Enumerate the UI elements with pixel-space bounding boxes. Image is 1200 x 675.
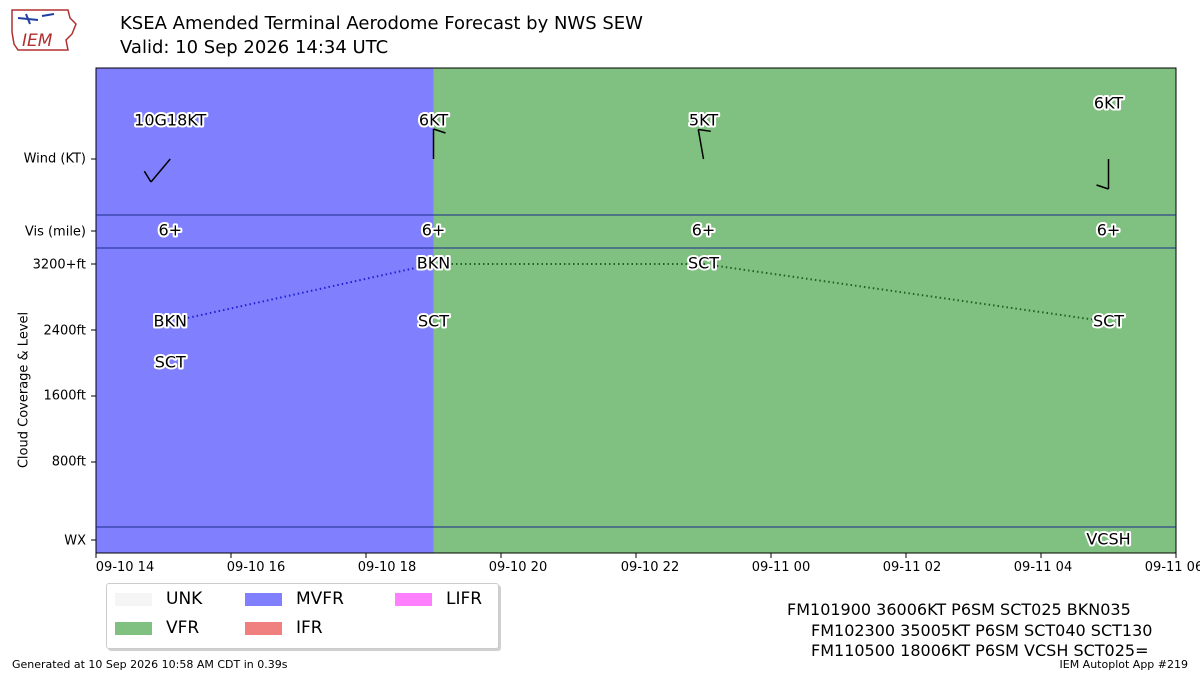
flight-category-band <box>96 68 434 553</box>
generated-note: Generated at 10 Sep 2026 10:58 AM CDT in… <box>12 658 288 671</box>
x-tick-label: 09-10 22 <box>620 560 680 575</box>
wind-label: 6KT <box>419 111 448 130</box>
flight-category-band <box>433 68 1176 553</box>
wind-label: 10G18KT <box>134 111 206 130</box>
legend-label: IFR <box>296 618 323 638</box>
chart-subtitle: Valid: 10 Sep 2026 14:34 UTC <box>120 37 389 58</box>
legend-swatch <box>395 592 432 606</box>
legend-label: VFR <box>166 618 200 638</box>
legend: UNK VFR MVFR IFR LIFR <box>106 583 499 649</box>
cloud-label: BKN <box>417 254 450 273</box>
wind-barb-feather <box>143 170 152 183</box>
cloud-tick-3200: 3200+ft <box>32 257 86 273</box>
x-tick-label: 09-10 18 <box>357 560 417 575</box>
logo-text: IEM <box>22 31 53 51</box>
cloud-label: SCT <box>688 254 719 273</box>
x-tick-label: 09-10 14 <box>95 560 155 575</box>
legend-swatch <box>115 621 152 635</box>
wind-barb-feather <box>1096 184 1109 190</box>
cloud-tick-800: 800ft <box>51 454 86 470</box>
cloud-tick-1600: 1600ft <box>43 388 86 404</box>
legend-swatch <box>245 592 282 606</box>
raw-taf-line: FM102300 35005KT P6SM SCT040 SCT130 <box>811 621 1153 640</box>
cloud-tick-2400: 2400ft <box>43 323 86 339</box>
legend-label: MVFR <box>296 589 344 609</box>
x-tick-label: 09-11 04 <box>1013 560 1073 575</box>
chart-title: KSEA Amended Terminal Aerodome Forecast … <box>120 13 643 34</box>
raw-taf-line: FM101900 36006KT P6SM SCT025 BKN035 <box>787 600 1131 619</box>
wind-barb <box>697 129 705 160</box>
x-tick-label: 09-11 06 <box>1144 560 1200 575</box>
wind-label: 5KT <box>689 111 718 130</box>
legend-label: UNK <box>166 589 203 609</box>
legend-swatch <box>245 621 282 635</box>
legend-item-lifr: LIFR <box>395 589 482 609</box>
legend-item-ifr: IFR <box>245 618 323 638</box>
legend-item-vfr: VFR <box>115 618 199 638</box>
raw-taf-line: FM110500 18006KT P6SM VCSH SCT025= <box>811 641 1149 660</box>
wx-axis-label: WX <box>64 533 86 549</box>
x-tick-label: 09-11 02 <box>882 560 942 575</box>
ceiling-line <box>433 263 1109 323</box>
x-tick-label: 09-11 00 <box>751 560 811 575</box>
wind-barb <box>150 158 171 183</box>
vis-label: 6+ <box>1097 221 1121 240</box>
legend-item-unk: UNK <box>115 589 202 609</box>
cloud-label: SCT <box>155 353 186 372</box>
wx-label: VCSH <box>1086 530 1130 549</box>
vis-label: 6+ <box>422 221 446 240</box>
iowa-map-icon: IEM <box>11 9 77 51</box>
vis-axis-label: Vis (mile) <box>24 224 86 240</box>
vis-label: 6+ <box>692 221 716 240</box>
iem-logo: IEM <box>8 4 78 58</box>
legend-swatch <box>115 592 152 606</box>
vis-label: 6+ <box>158 221 182 240</box>
wind-axis-label: Wind (KT) <box>23 151 86 167</box>
cloud-label: BKN <box>154 311 187 330</box>
x-tick-label: 09-10 16 <box>226 560 286 575</box>
legend-item-mvfr: MVFR <box>245 589 344 609</box>
cloud-label: SCT <box>1093 311 1124 330</box>
wind-label: 6KT <box>1094 94 1123 113</box>
x-tick-label: 09-10 20 <box>488 560 548 575</box>
cloud-axis-label: Cloud Coverage & Level <box>16 311 32 469</box>
cloud-label: SCT <box>418 311 449 330</box>
legend-label: LIFR <box>446 589 483 609</box>
wind-barb-feather <box>433 128 446 134</box>
app-note: IEM Autoplot App #219 <box>1059 658 1189 671</box>
wind-barb-feather <box>698 128 711 133</box>
